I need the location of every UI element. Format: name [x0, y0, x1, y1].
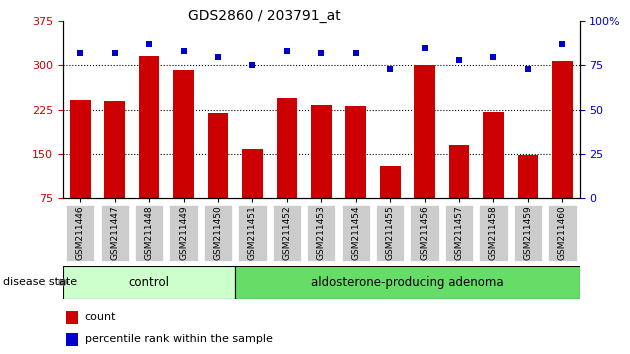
Bar: [415, 65, 435, 198]
Point: [454, 57, 464, 63]
FancyBboxPatch shape: [66, 205, 94, 261]
FancyBboxPatch shape: [445, 205, 473, 261]
Text: GSM211450: GSM211450: [214, 205, 222, 260]
FancyBboxPatch shape: [376, 205, 404, 261]
Point: [420, 45, 430, 51]
FancyBboxPatch shape: [514, 205, 542, 261]
Text: aldosterone-producing adenoma: aldosterone-producing adenoma: [311, 276, 504, 289]
Bar: [483, 112, 504, 198]
Bar: [449, 145, 469, 198]
Text: GSM211447: GSM211447: [110, 205, 119, 260]
Bar: [208, 113, 228, 198]
FancyBboxPatch shape: [341, 205, 370, 261]
FancyBboxPatch shape: [169, 205, 198, 261]
FancyBboxPatch shape: [548, 205, 576, 261]
Point: [558, 41, 568, 47]
Text: GSM211449: GSM211449: [179, 205, 188, 260]
Point: [351, 50, 361, 56]
Point: [144, 41, 154, 47]
Bar: [277, 98, 297, 198]
Point: [110, 50, 120, 56]
Point: [488, 54, 498, 59]
Bar: [66, 311, 79, 324]
Text: GSM211458: GSM211458: [489, 205, 498, 260]
FancyBboxPatch shape: [101, 205, 129, 261]
Text: GSM211459: GSM211459: [524, 205, 532, 260]
Text: GSM211457: GSM211457: [455, 205, 464, 260]
Point: [523, 66, 533, 72]
Text: GSM211453: GSM211453: [317, 205, 326, 260]
Bar: [311, 105, 331, 198]
Point: [213, 54, 223, 59]
Bar: [380, 166, 401, 198]
Text: GSM211451: GSM211451: [248, 205, 257, 260]
Bar: [66, 333, 79, 346]
Bar: [242, 149, 263, 198]
FancyBboxPatch shape: [204, 205, 232, 261]
Text: percentile rank within the sample: percentile rank within the sample: [84, 335, 273, 344]
Bar: [345, 105, 366, 198]
Bar: [552, 61, 573, 198]
Point: [385, 66, 395, 72]
Bar: [173, 70, 194, 198]
Text: GDS2860 / 203791_at: GDS2860 / 203791_at: [188, 9, 341, 23]
FancyBboxPatch shape: [411, 205, 438, 261]
Point: [75, 50, 85, 56]
Text: count: count: [84, 312, 116, 322]
Text: GSM211446: GSM211446: [76, 205, 84, 260]
Point: [282, 48, 292, 54]
Bar: [63, 266, 235, 299]
Bar: [518, 155, 538, 198]
FancyBboxPatch shape: [135, 205, 163, 261]
Text: disease state: disease state: [3, 277, 77, 287]
Bar: [235, 266, 580, 299]
Point: [178, 48, 188, 54]
Bar: [70, 100, 91, 198]
Text: control: control: [129, 276, 169, 289]
FancyBboxPatch shape: [238, 205, 266, 261]
FancyBboxPatch shape: [273, 205, 301, 261]
Text: GSM211460: GSM211460: [558, 205, 567, 260]
Text: GSM211448: GSM211448: [145, 205, 154, 260]
Bar: [105, 101, 125, 198]
Point: [248, 63, 258, 68]
FancyBboxPatch shape: [307, 205, 335, 261]
Text: GSM211452: GSM211452: [282, 205, 291, 260]
Text: GSM211455: GSM211455: [386, 205, 394, 260]
Text: GSM211454: GSM211454: [352, 205, 360, 260]
FancyBboxPatch shape: [479, 205, 508, 261]
Point: [316, 50, 326, 56]
Text: GSM211456: GSM211456: [420, 205, 429, 260]
Bar: [139, 56, 159, 198]
